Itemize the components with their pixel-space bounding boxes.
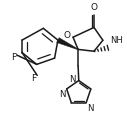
Text: N: N — [87, 104, 94, 113]
Text: NH: NH — [110, 36, 123, 45]
Text: F: F — [11, 53, 16, 62]
Polygon shape — [57, 38, 78, 50]
Text: N: N — [59, 90, 66, 99]
Text: N: N — [69, 75, 76, 84]
Text: O: O — [90, 3, 98, 12]
Text: O: O — [64, 31, 71, 41]
Text: F: F — [31, 74, 36, 83]
